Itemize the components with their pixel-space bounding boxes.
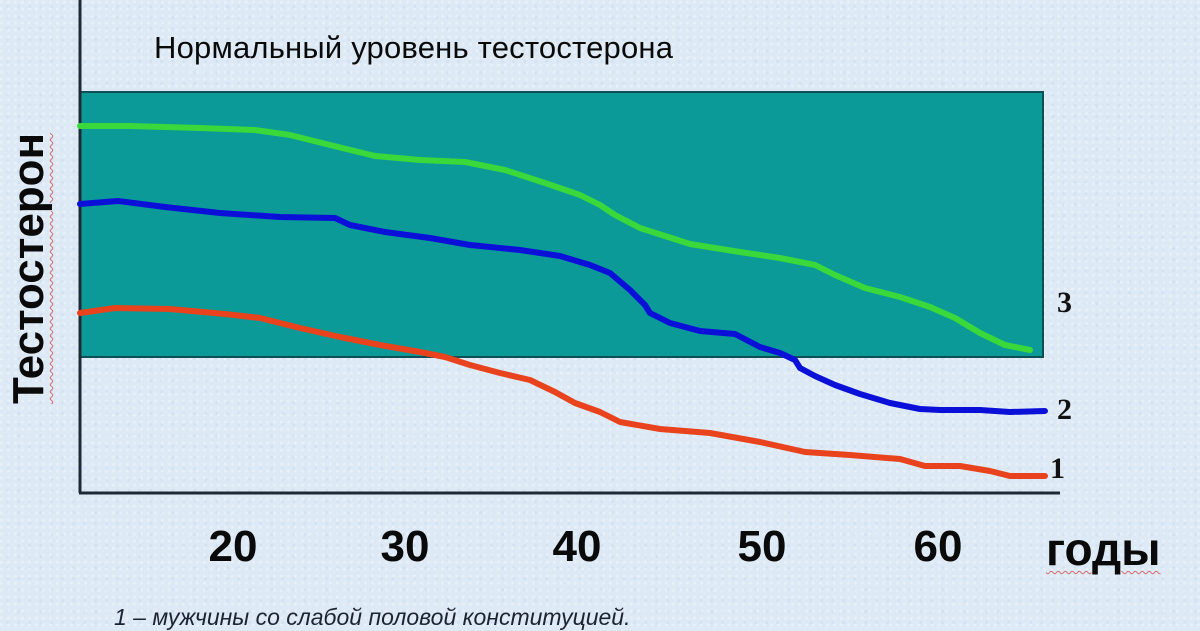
series-3-label: 3: [1057, 286, 1072, 319]
series-2-label: 2: [1057, 393, 1072, 426]
series-1-line: [77, 305, 1048, 479]
x-axis-label: годы: [1046, 523, 1161, 575]
x-tick-30: 30: [380, 522, 430, 571]
x-tick-50: 50: [737, 522, 787, 571]
chart-title: Нормальный уровень тестостерона: [154, 30, 674, 65]
series-2-line: [77, 198, 1048, 415]
x-tick-20: 20: [208, 522, 258, 571]
x-tick-40: 40: [552, 522, 602, 571]
x-tick-60: 60: [913, 522, 963, 571]
series-1-label: 1: [1050, 452, 1065, 485]
footnote: 1 – мужчины со слабой половой конституци…: [114, 604, 631, 630]
series-3-line: [77, 123, 1033, 353]
